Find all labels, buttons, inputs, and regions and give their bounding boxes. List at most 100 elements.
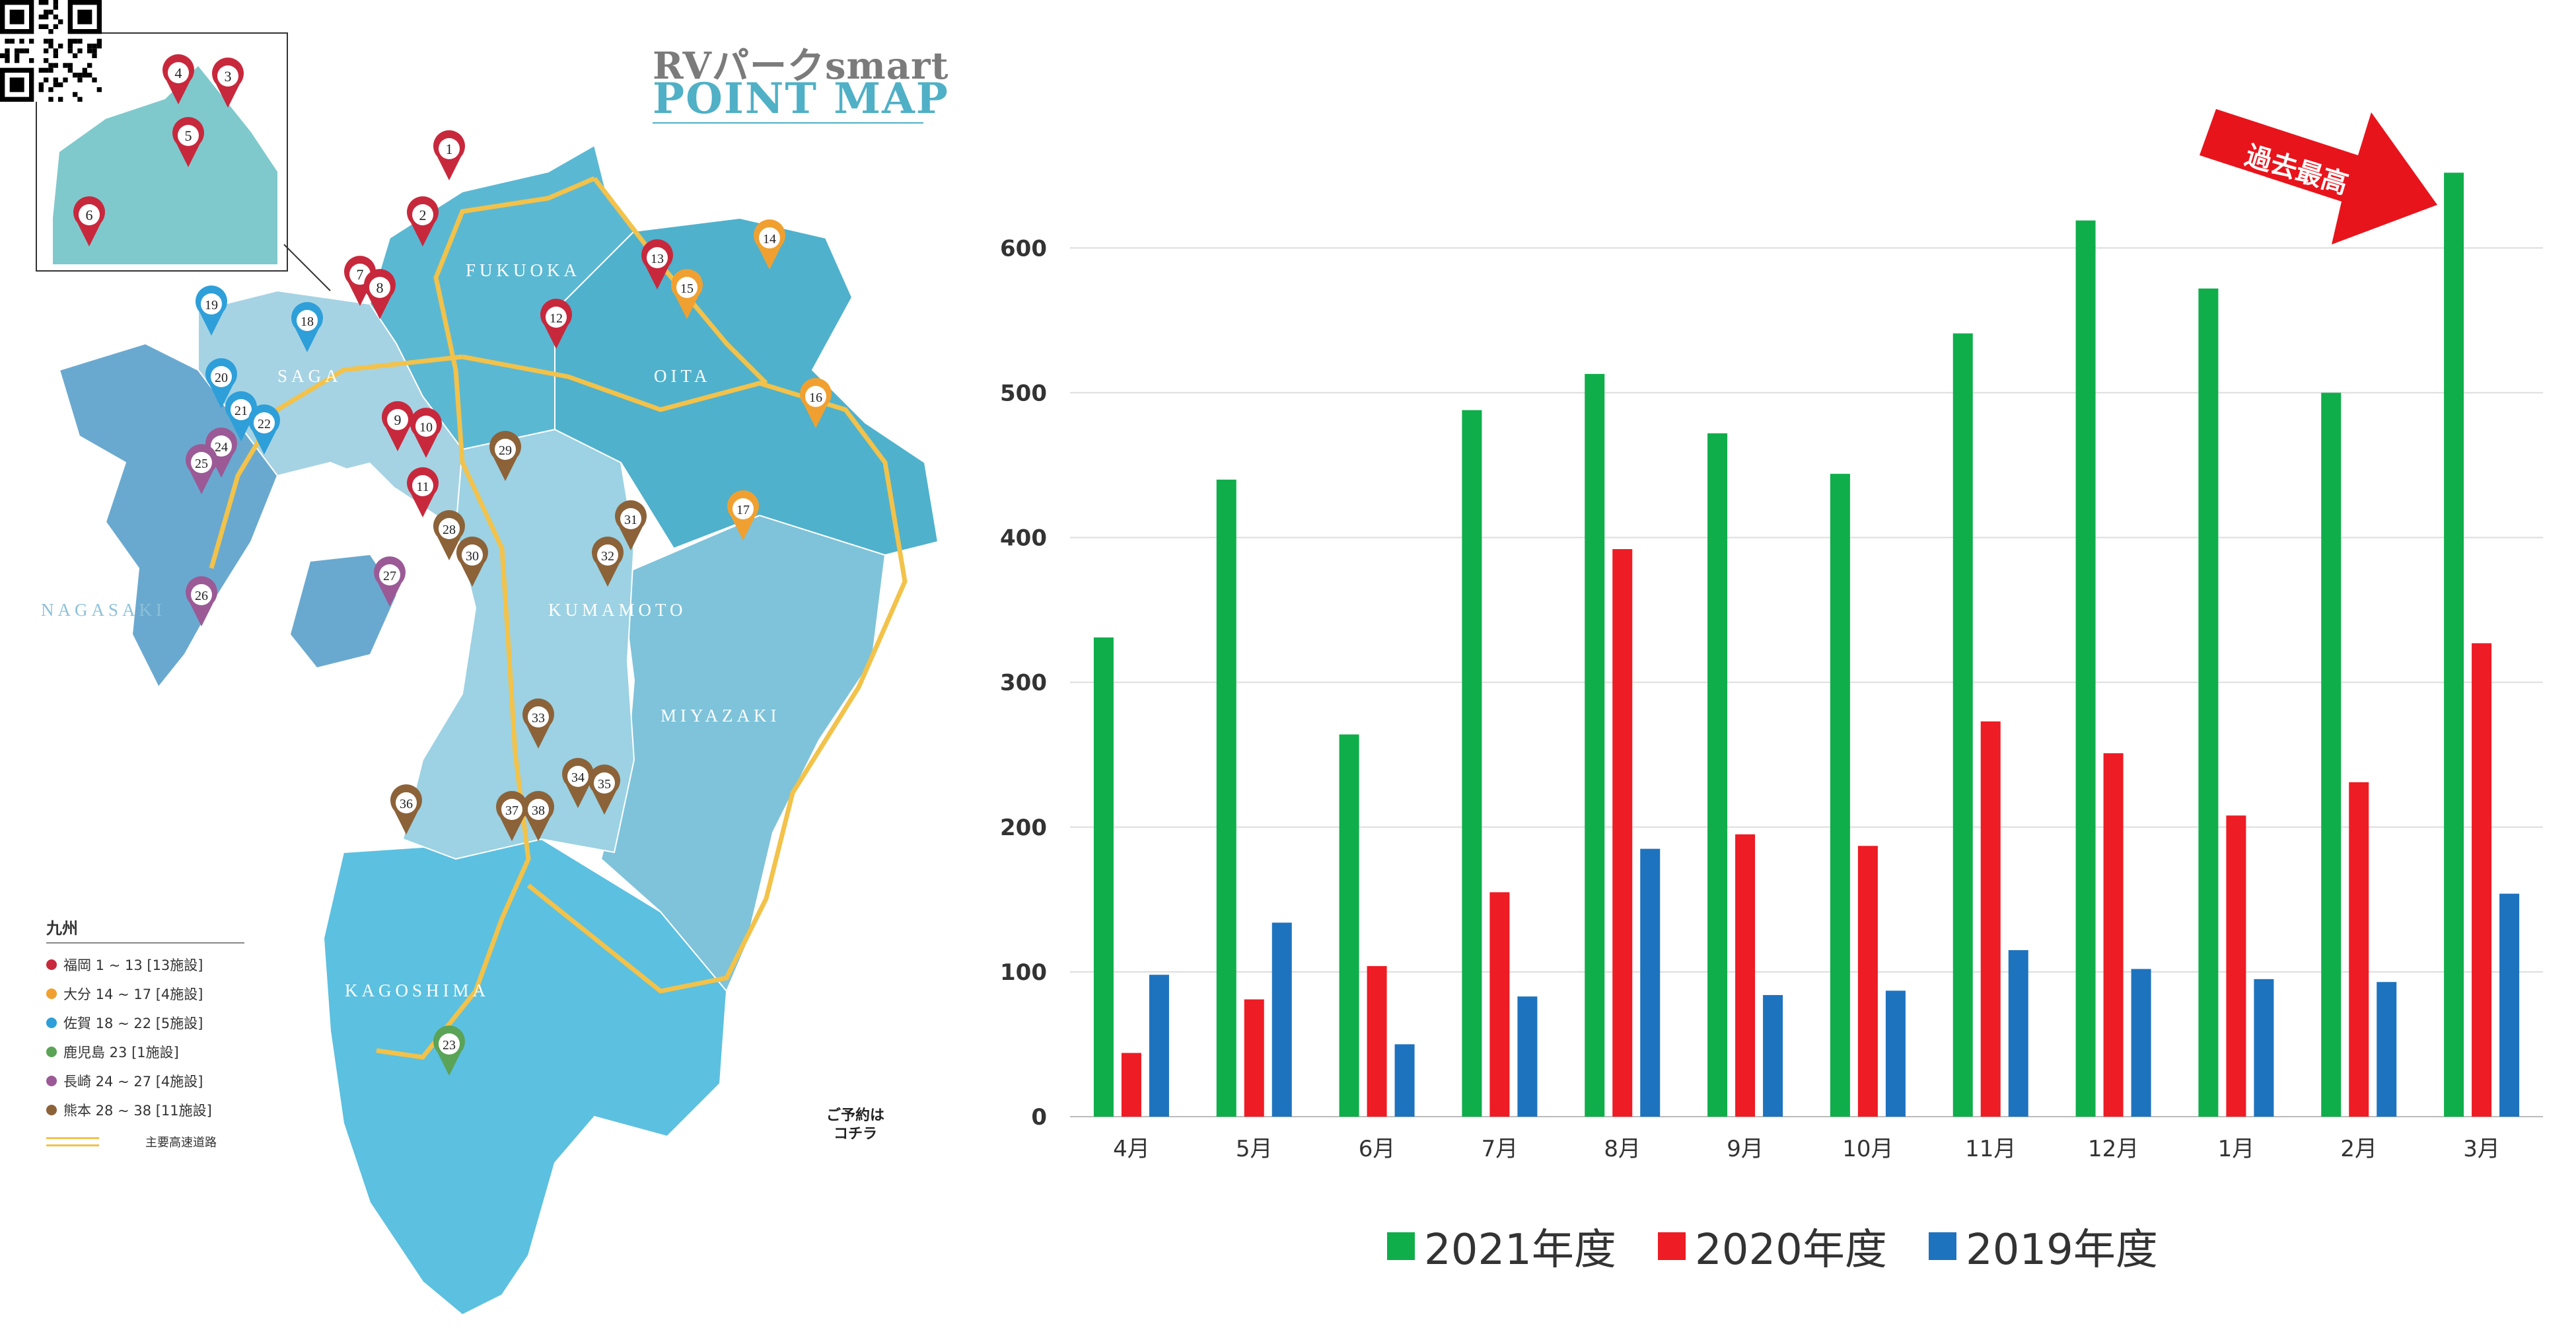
legend-dot (46, 1047, 57, 1057)
map-pin[interactable]: 35 (588, 764, 620, 815)
legend-item: 2020年度 (1658, 1216, 1887, 1277)
pin-badge (231, 399, 252, 420)
axes: 0 100 200 300 400 500 600 4月 5月 6月 7月 8月 9月 10月 11月 12月… (1000, 235, 2500, 1162)
legend-label: 福岡 1 ~ 13 [13施設] (63, 957, 203, 973)
pin-number: 37 (505, 803, 519, 818)
map-pin[interactable]: 12 (540, 299, 573, 349)
region-label-nagasaki: NAGASAKI (41, 600, 166, 620)
map-pin[interactable]: 10 (410, 408, 442, 458)
map-pin[interactable]: 23 (433, 1025, 465, 1076)
pin-number: 8 (376, 279, 384, 296)
legend-swatch (1929, 1232, 1956, 1260)
pin-badge (597, 544, 618, 566)
pin-number: 4 (175, 65, 182, 81)
pin-number: 13 (651, 252, 664, 266)
map-pin[interactable]: 9 (381, 401, 413, 451)
pin-badge (805, 386, 826, 407)
bar (2321, 392, 2342, 1117)
bar (1830, 474, 1850, 1117)
pin-number: 34 (571, 770, 585, 785)
map-pin[interactable]: 5 (172, 117, 204, 167)
pin-badge (495, 439, 516, 460)
pin-number: 2 (419, 207, 427, 223)
y-tick-label: 300 (1000, 670, 1047, 696)
map-pin[interactable]: 6 (73, 196, 105, 246)
pin-badge (439, 518, 460, 539)
map-pin[interactable]: 28 (433, 510, 465, 560)
map-pin[interactable]: 8 (364, 269, 396, 319)
map-pin[interactable]: 33 (522, 698, 555, 749)
legend-road: 主要高速道路 (46, 1127, 258, 1156)
inset-pointer (283, 244, 331, 291)
pin-badge (439, 138, 460, 159)
pin-number: 25 (195, 457, 208, 471)
pin-number: 9 (394, 412, 402, 428)
pin-badge (462, 544, 483, 566)
map-pin[interactable]: 19 (196, 285, 227, 336)
map-pin[interactable]: 21 (225, 391, 258, 441)
pin-badge (733, 498, 754, 519)
legend-title: 九州 (46, 915, 244, 944)
bar (1763, 994, 1783, 1117)
map-pin[interactable]: 30 (456, 537, 488, 587)
highway (209, 354, 463, 569)
pin-badge (415, 416, 437, 437)
map-pin[interactable]: 3 (212, 57, 244, 108)
pin-number: 36 (400, 797, 413, 811)
kyushu-map: FUKUOKA SAGA OITA NAGASAKI KUMAMOTO MIYA… (36, 32, 939, 1316)
pin-badge (79, 204, 100, 225)
map-pin[interactable]: 13 (641, 239, 674, 289)
x-tick-label: 3月 (2463, 1136, 2500, 1162)
legend-row: 熊本 28 ~ 38 [11施設] (46, 1096, 258, 1125)
legend-swatch (1387, 1232, 1415, 1260)
map-pin[interactable]: 17 (727, 490, 759, 540)
pin-number: 15 (680, 281, 694, 296)
map-pin[interactable]: 20 (205, 358, 237, 408)
map-pin[interactable]: 38 (522, 791, 555, 841)
map-pin[interactable]: 24 (205, 427, 237, 478)
legend-label: 大分 14 ~ 17 [4施設] (63, 986, 203, 1002)
pin-badge (191, 584, 212, 605)
legend-label: 長崎 24 ~ 27 [4施設] (63, 1074, 203, 1090)
map-pin[interactable]: 4 (162, 54, 194, 104)
bar (2075, 220, 2096, 1117)
highway (462, 354, 908, 994)
bar (2198, 288, 2219, 1117)
map-pin[interactable]: 15 (671, 269, 703, 319)
map-pin[interactable]: 1 (433, 130, 465, 180)
map-pin[interactable]: 37 (496, 791, 528, 841)
x-tick-label: 12月 (2088, 1136, 2139, 1162)
map-pin[interactable]: 14 (754, 219, 785, 270)
map-pin[interactable]: 34 (562, 758, 594, 808)
qr-caption-line2: コチラ (833, 1126, 877, 1142)
bar (2254, 979, 2274, 1117)
pin-number: 10 (419, 420, 433, 435)
map-pin[interactable]: 27 (374, 556, 406, 607)
map-pin[interactable]: 18 (291, 302, 323, 352)
map-pin[interactable]: 36 (390, 784, 422, 835)
map-pin[interactable]: 32 (592, 537, 624, 587)
pin-number: 30 (466, 549, 479, 564)
map-pin[interactable]: 25 (186, 444, 217, 494)
y-tick-label: 100 (1000, 959, 1047, 986)
map-pin[interactable]: 22 (248, 404, 281, 455)
map-pin[interactable]: 11 (406, 467, 439, 517)
legend-dot (46, 1105, 57, 1115)
x-tick-label: 1月 (2218, 1136, 2255, 1162)
map-pin[interactable]: 26 (186, 576, 217, 626)
pin-badge (297, 310, 318, 331)
pin-badge (369, 277, 390, 298)
map-pin[interactable]: 29 (489, 431, 521, 481)
qr-code[interactable] (0, 0, 102, 102)
brand-underline (653, 122, 923, 124)
region-label-saga: SAGA (277, 366, 342, 386)
pin-badge (254, 412, 275, 433)
bar (2499, 893, 2520, 1117)
amakusa-islands (291, 555, 396, 667)
map-pin[interactable]: 16 (800, 378, 832, 428)
pin-badge (528, 706, 549, 727)
map-pin[interactable]: 31 (614, 500, 647, 550)
x-tick-label: 6月 (1359, 1136, 1396, 1162)
map-pin[interactable]: 2 (406, 196, 439, 246)
